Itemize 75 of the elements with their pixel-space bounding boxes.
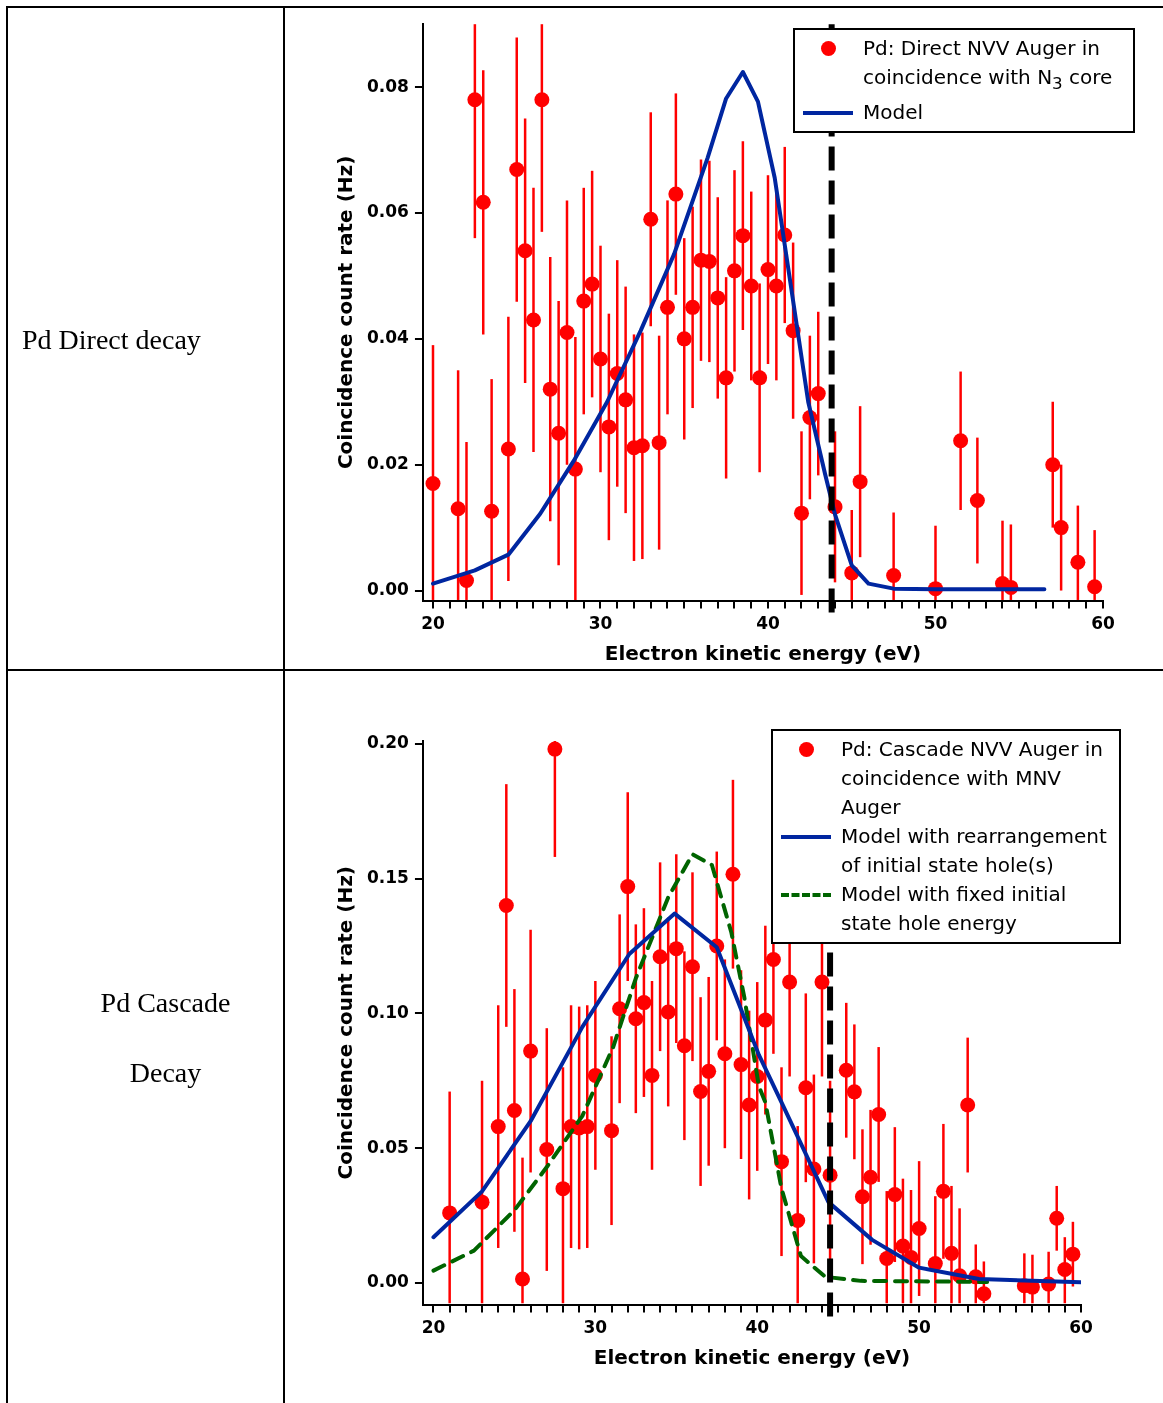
point [593,351,608,367]
x-tick-label: 30 [583,1317,608,1338]
point [425,476,441,492]
point [752,370,768,386]
point [1087,579,1103,595]
point [1070,554,1086,570]
x-tick-label: 40 [756,613,780,634]
point [484,503,500,519]
legend-label: Pd: Cascade NVV Auger in coincidence with MNV Auger [840,736,1104,821]
point [542,381,558,397]
chart-title: Pd Cascade Decay [100,987,231,1088]
point [634,438,650,454]
point [509,162,525,178]
point [584,276,600,292]
point [534,92,550,108]
point [743,278,759,294]
y-axis-title: Coincidence count rate (Hz) [333,866,358,1180]
x-tick-label: 50 [907,1317,932,1338]
point [969,493,985,509]
y-tick-label: 0.15 [366,866,409,887]
y-axis-title: Coincidence count rate (Hz) [333,155,358,470]
x-axis-title: Electron kinetic energy (eV) [604,641,922,666]
x-tick-label: 20 [421,1317,446,1338]
x-tick-label: 20 [421,613,445,634]
point [467,92,483,108]
point [1045,457,1061,473]
point [475,194,491,210]
point [601,419,617,435]
point [810,386,826,402]
y-tick-label: 0.00 [366,578,410,599]
point [517,243,533,259]
x-tick-label: 40 [745,1317,770,1338]
point [710,290,726,306]
legend-label: Model [862,99,925,126]
point [458,572,474,588]
point [1053,520,1069,536]
y-tick-label: 0.10 [366,1001,410,1022]
text: Pd Direct decay [21,322,201,357]
point [852,474,868,490]
point [953,433,969,449]
x-tick-label: 50 [923,613,948,634]
point [768,278,784,294]
point [643,211,659,227]
y-tick-label: 0.05 [366,1136,409,1157]
y-tick-label: 0.08 [366,75,409,96]
point [618,392,634,408]
point [660,299,675,315]
legend-label: Model with rearrangement of initial state hole(s) [840,823,1108,879]
legend-label: Model with fixed initial state hole energy [840,881,1068,937]
y-tick-label: 0.00 [366,1271,410,1292]
point [676,331,692,347]
point [727,263,742,279]
point [651,435,667,451]
point [718,370,734,386]
point [500,441,516,457]
point [735,228,751,244]
y-tick-label: 0.20 [366,732,410,753]
point [685,299,701,315]
x-axis-title: Electron kinetic energy (eV) [593,1345,911,1370]
x-tick-label: 30 [588,613,613,634]
point [559,325,575,341]
y-tick-label: 0.06 [366,201,409,222]
point [551,425,567,441]
x-tick-label: 60 [1091,613,1115,634]
point [450,501,466,517]
x-tick-label: 60 [1069,1317,1093,1338]
legend-label: Pd: Direct NVV Auger in coincidence with N$_{3}$ core [862,35,1114,95]
point [668,186,684,202]
y-tick-label: 0.04 [366,327,410,348]
y-tick-label: 0.02 [366,453,409,474]
point [886,567,902,583]
point [794,505,809,521]
point [526,312,541,328]
point [576,293,592,309]
point [760,262,776,278]
